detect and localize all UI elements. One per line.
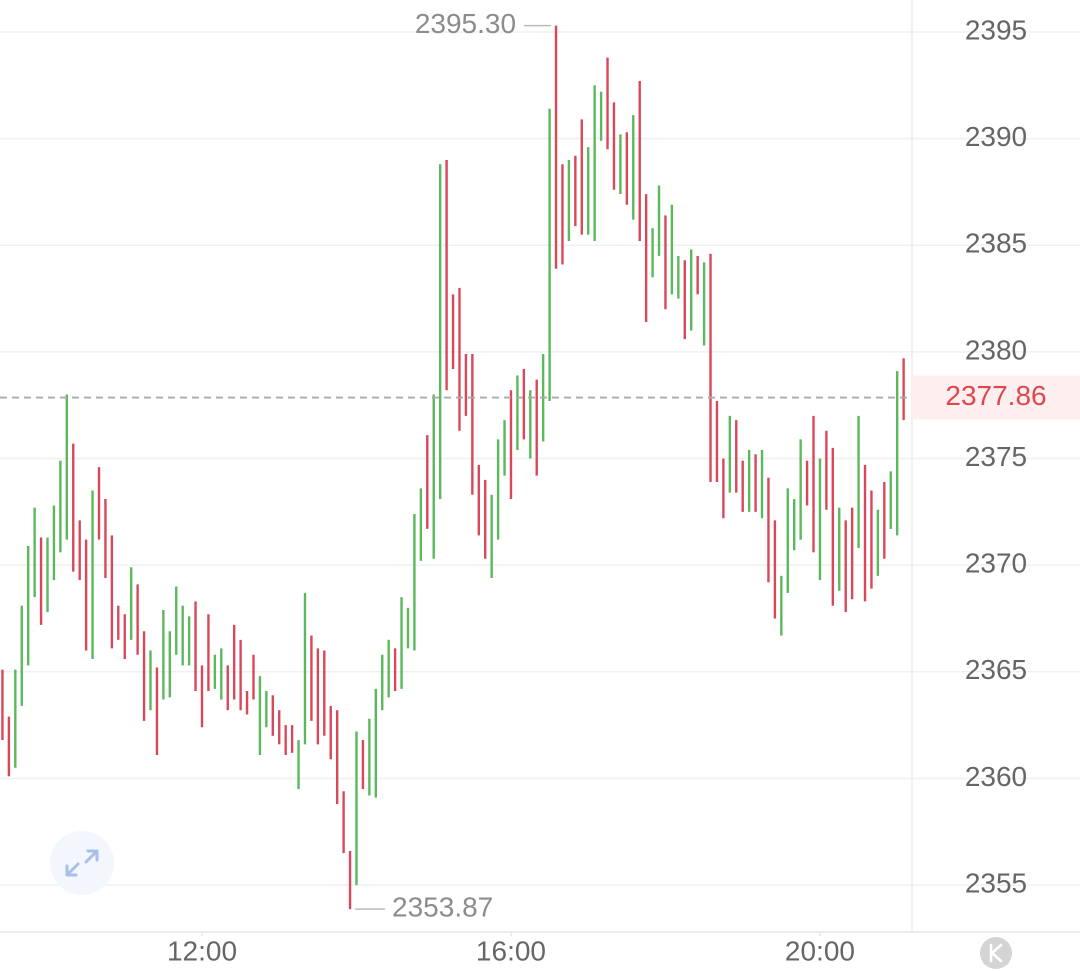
y-tick-label: 2385 — [965, 228, 1027, 259]
last-price-badge — [912, 375, 1080, 420]
x-tick-label: 12:00 — [167, 935, 237, 966]
y-tick-label: 2395 — [965, 14, 1027, 45]
y-tick-label: 2370 — [965, 548, 1027, 579]
y-tick-label: 2365 — [965, 654, 1027, 685]
x-tick-label: 16:00 — [476, 935, 546, 966]
x-tick-label: 20:00 — [785, 935, 855, 966]
expand-button[interactable] — [50, 831, 114, 895]
high-annotation-label: 2395.30 — [415, 8, 516, 39]
grid-layer: 2355 2360 2365 2370 2375 2380 2385 2390 2395 12:0… — [0, 14, 1080, 966]
y-tick-label: 2380 — [965, 334, 1027, 365]
kline-button-bg[interactable] — [980, 937, 1012, 969]
y-tick-label: 2355 — [965, 867, 1027, 898]
low-annotation-label: 2353.87 — [392, 892, 493, 923]
expand-button-bg[interactable] — [50, 831, 114, 895]
y-tick-label: 2375 — [965, 441, 1027, 472]
last-price-label: 2377.86 — [945, 380, 1046, 411]
overlay-layer: 2395.30 2353.87 2377.86 — [0, 8, 1080, 923]
y-tick-label: 2390 — [965, 121, 1027, 152]
kline-button[interactable] — [980, 937, 1012, 969]
kline-icon[interactable] — [989, 943, 1003, 963]
y-tick-label: 2360 — [965, 761, 1027, 792]
expand-icon[interactable] — [65, 849, 99, 877]
